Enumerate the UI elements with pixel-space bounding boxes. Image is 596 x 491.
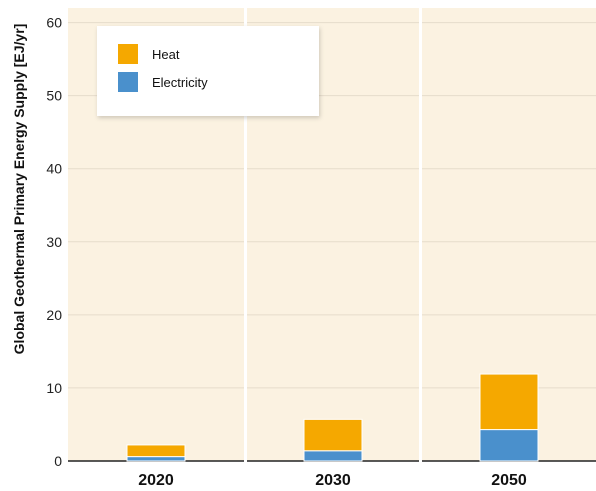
- legend-swatch-heat: [118, 44, 138, 64]
- y-tick-label: 40: [46, 161, 62, 177]
- y-tick-label: 50: [46, 88, 62, 104]
- y-tick-label: 0: [54, 453, 62, 469]
- bar-heat-2050: [479, 373, 539, 431]
- y-axis-label: Global Geothermal Primary Energy Supply …: [11, 24, 27, 355]
- y-tick-label: 20: [46, 307, 62, 323]
- x-category-label: 2030: [315, 472, 351, 489]
- legend-label-electricity: Electricity: [152, 75, 208, 90]
- bars: [126, 373, 539, 462]
- gridlines: [68, 0, 596, 467]
- bar-heat-2020: [126, 444, 186, 458]
- legend-label-heat: Heat: [152, 47, 180, 62]
- bar-electricity-2050: [479, 429, 539, 462]
- bar-electricity-2020: [126, 456, 186, 462]
- x-category-label: 2050: [491, 472, 527, 489]
- x-axis-categories: 2020 2030 2050: [138, 472, 527, 489]
- y-axis-ticks: 0 10 20 30 40 50 60: [46, 15, 62, 469]
- y-tick-label: 60: [46, 15, 62, 31]
- bar-heat-2030: [303, 418, 363, 452]
- legend-box: [97, 26, 319, 116]
- legend: Heat Electricity: [97, 26, 319, 116]
- legend-swatch-electricity: [118, 72, 138, 92]
- y-tick-label: 10: [46, 380, 62, 396]
- y-tick-label: 30: [46, 234, 62, 250]
- bar-electricity-2030: [303, 450, 363, 462]
- x-category-label: 2020: [138, 472, 174, 489]
